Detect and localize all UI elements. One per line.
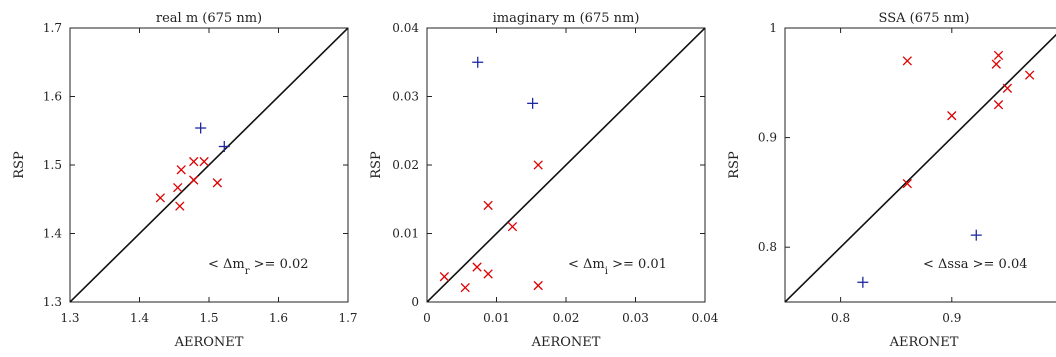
cross-marker bbox=[507, 221, 518, 232]
plus-marker bbox=[218, 141, 230, 153]
x-tick-label: 0.04 bbox=[692, 311, 719, 325]
cross-marker bbox=[993, 50, 1004, 61]
mean-difference-annotation: < Δmi >= 0.01 bbox=[568, 257, 667, 277]
cross-marker bbox=[483, 200, 493, 211]
plus-marker bbox=[527, 97, 539, 109]
y-axis-label: RSP bbox=[12, 151, 27, 179]
y-axis-label: RSP bbox=[727, 151, 742, 179]
mean-difference-annotation: < Δmr >= 0.02 bbox=[208, 257, 309, 277]
y-axis-label: RSP bbox=[369, 151, 384, 179]
x-tick-label: 0.8 bbox=[831, 311, 850, 325]
x-axis-label: AERONET bbox=[174, 335, 244, 350]
x-tick-label: 0.9 bbox=[942, 311, 961, 325]
plus-marker bbox=[472, 56, 484, 68]
y-tick-label: 0.03 bbox=[392, 90, 419, 104]
x-tick-label: 0.03 bbox=[622, 311, 649, 325]
cross-marker bbox=[947, 111, 957, 121]
y-tick-label: 0.9 bbox=[758, 131, 777, 145]
y-tick-label: 1 bbox=[769, 21, 777, 35]
cross-marker bbox=[173, 182, 183, 193]
plus-marker bbox=[970, 229, 982, 241]
x-tick-label: 1.4 bbox=[130, 311, 149, 325]
cross-marker bbox=[533, 160, 543, 170]
cross-marker bbox=[993, 100, 1004, 110]
plus-marker bbox=[857, 276, 869, 288]
x-tick-label: 0 bbox=[423, 311, 431, 325]
y-tick-label: 1.3 bbox=[43, 295, 62, 309]
cross-marker bbox=[902, 56, 912, 66]
chart-ssa: SSA (675 nm) 0.8 0.9 0.8 0.9 1 AERONET RSP < Δss… bbox=[727, 11, 1056, 350]
cross-marker bbox=[533, 280, 543, 291]
chart-real-m: real m (675 nm) 1.3 1.4 1.5 1.6 1.7 1.3 1.4 1.5 1… bbox=[12, 11, 358, 350]
x-tick-label: 1.7 bbox=[338, 311, 357, 325]
one-to-one-line bbox=[427, 28, 705, 302]
x-tick-label: 1.3 bbox=[60, 311, 79, 325]
cross-marker bbox=[189, 156, 199, 167]
y-tick-label: 1.6 bbox=[43, 90, 62, 104]
cross-marker bbox=[439, 271, 450, 282]
cross-marker bbox=[1002, 83, 1013, 93]
x-tick-label: 1.6 bbox=[269, 311, 288, 325]
y-tick-label: 0 bbox=[411, 295, 419, 309]
chart-imaginary-m: imaginary m (675 nm) 0 0.01 0.02 0.03 0.04 0 0.… bbox=[369, 11, 719, 350]
chart-title: real m (675 nm) bbox=[156, 11, 262, 26]
plot-area bbox=[785, 33, 1056, 302]
y-tick-label: 1.5 bbox=[43, 158, 62, 172]
cross-marker bbox=[460, 282, 470, 293]
cross-marker bbox=[155, 193, 166, 203]
cross-marker bbox=[176, 165, 186, 175]
plot-frame bbox=[784, 27, 1056, 303]
x-tick-label: 1.5 bbox=[199, 311, 218, 325]
chart-title: SSA (675 nm) bbox=[879, 11, 970, 26]
y-tick-label: 0.8 bbox=[758, 240, 777, 254]
cross-marker bbox=[472, 262, 482, 272]
x-tick-label: 0.02 bbox=[553, 311, 580, 325]
cross-marker bbox=[212, 178, 222, 188]
y-tick-label: 0.01 bbox=[392, 227, 419, 241]
cross-marker bbox=[483, 269, 493, 279]
cross-marker bbox=[189, 175, 199, 185]
one-to-one-line bbox=[70, 28, 348, 302]
y-tick-label: 1.4 bbox=[43, 227, 62, 241]
mean-difference-annotation: < Δssa >= 0.04 bbox=[923, 257, 1028, 272]
cross-marker bbox=[1024, 70, 1035, 80]
cross-marker bbox=[175, 201, 185, 211]
x-axis-label: AERONET bbox=[889, 335, 959, 350]
x-axis-label: AERONET bbox=[531, 335, 601, 350]
plot-area bbox=[70, 28, 348, 302]
plot-area bbox=[427, 28, 705, 302]
plus-marker bbox=[195, 122, 207, 134]
x-tick-label: 0.01 bbox=[483, 311, 510, 325]
y-tick-label: 0.02 bbox=[392, 158, 419, 172]
y-tick-label: 1.7 bbox=[43, 21, 62, 35]
y-tick-label: 0.04 bbox=[392, 21, 419, 35]
cross-marker bbox=[991, 59, 1001, 69]
chart-title: imaginary m (675 nm) bbox=[493, 11, 640, 26]
one-to-one-line bbox=[785, 33, 1056, 302]
cross-marker bbox=[902, 178, 912, 189]
cross-marker bbox=[199, 156, 209, 167]
